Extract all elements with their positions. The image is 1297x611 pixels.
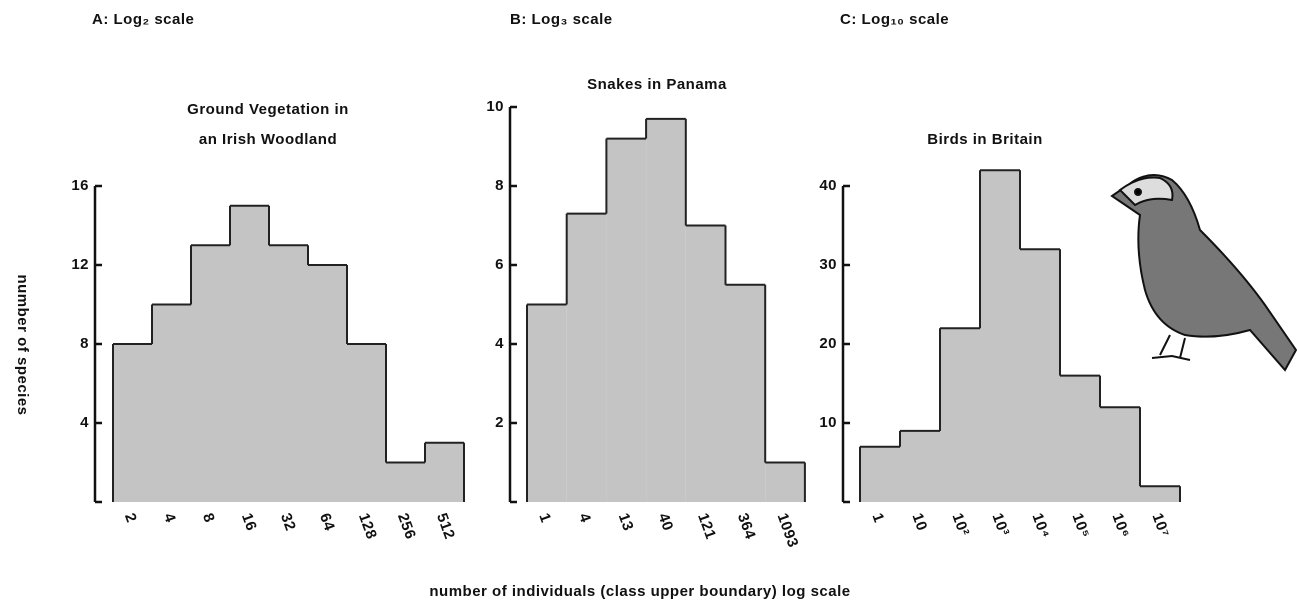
- panel-label: B: Log₃ scale: [510, 11, 613, 28]
- y-tick-label: 12: [71, 256, 89, 273]
- y-tick-label: 8: [80, 335, 89, 352]
- bar: [566, 213, 607, 502]
- bar: [940, 328, 980, 502]
- y-tick-label: 6: [495, 256, 504, 273]
- bar: [347, 344, 386, 502]
- y-axis-label: number of species: [14, 274, 31, 415]
- bar: [765, 462, 805, 502]
- x-tick-label: 2: [121, 511, 140, 525]
- y-tick-label: 10: [819, 414, 837, 431]
- y-tick-label: 30: [819, 256, 837, 273]
- bar: [425, 442, 464, 502]
- x-tick-label: 64: [316, 511, 338, 534]
- x-tick-label: 4: [160, 511, 179, 525]
- x-tick-label: 121: [694, 511, 719, 542]
- x-tick-label: 10³: [989, 511, 1013, 539]
- x-tick-label: 512: [433, 511, 458, 542]
- chart-title: Ground Vegetation in: [187, 101, 349, 118]
- bird-illustration: [1110, 174, 1297, 372]
- x-tick-label: 8: [199, 511, 218, 525]
- bar: [308, 265, 347, 502]
- bar: [527, 304, 567, 502]
- x-tick-label: 10: [909, 511, 931, 533]
- x-tick-label: 10⁴: [1029, 511, 1054, 541]
- bar: [606, 138, 647, 502]
- bar: [113, 344, 152, 502]
- bar: [269, 245, 308, 502]
- bar: [230, 205, 269, 502]
- x-tick-label: 128: [355, 511, 380, 542]
- x-tick-label: 1: [535, 511, 554, 525]
- y-tick-label: 4: [80, 414, 89, 431]
- x-tick-label: 16: [238, 511, 260, 533]
- bar: [1100, 407, 1140, 502]
- bar: [980, 170, 1020, 502]
- bar: [152, 304, 191, 502]
- y-tick-label: 20: [819, 335, 837, 352]
- chart-title: Birds in Britain: [927, 131, 1043, 148]
- bar: [725, 284, 766, 502]
- bar: [386, 462, 425, 502]
- x-tick-label: 1093: [774, 511, 802, 550]
- x-tick-label: 13: [615, 511, 637, 533]
- x-tick-label: 4: [575, 511, 594, 525]
- bar: [1020, 249, 1060, 502]
- x-tick-label: 10⁶: [1109, 511, 1134, 540]
- x-tick-label: 10⁵: [1069, 511, 1094, 541]
- bar: [191, 245, 230, 502]
- x-tick-label: 10⁷: [1149, 511, 1173, 540]
- panel-label: A: Log₂ scale: [92, 11, 194, 28]
- bar: [860, 446, 900, 502]
- bar: [685, 225, 726, 502]
- y-tick-label: 8: [495, 177, 504, 194]
- bar: [646, 118, 686, 502]
- bar: [900, 430, 940, 502]
- y-tick-label: 4: [495, 335, 504, 352]
- bar: [1140, 486, 1180, 502]
- x-tick-label: 1: [869, 511, 888, 525]
- x-tick-label: 256: [394, 511, 419, 542]
- y-tick-label: 2: [495, 414, 504, 431]
- y-tick-label: 40: [819, 177, 837, 194]
- x-tick-label: 10²: [949, 511, 973, 539]
- x-tick-label: 32: [277, 511, 299, 533]
- chart-title: an Irish Woodland: [199, 131, 337, 148]
- bar: [1060, 375, 1100, 502]
- panel-label: C: Log₁₀ scale: [840, 11, 949, 28]
- x-axis-label: number of individuals (class upper bound…: [429, 583, 850, 600]
- x-tick-label: 364: [734, 511, 759, 542]
- y-tick-label: 16: [71, 177, 89, 194]
- y-tick-label: 10: [486, 98, 504, 115]
- x-tick-label: 40: [654, 511, 676, 533]
- chart-title: Snakes in Panama: [587, 76, 727, 93]
